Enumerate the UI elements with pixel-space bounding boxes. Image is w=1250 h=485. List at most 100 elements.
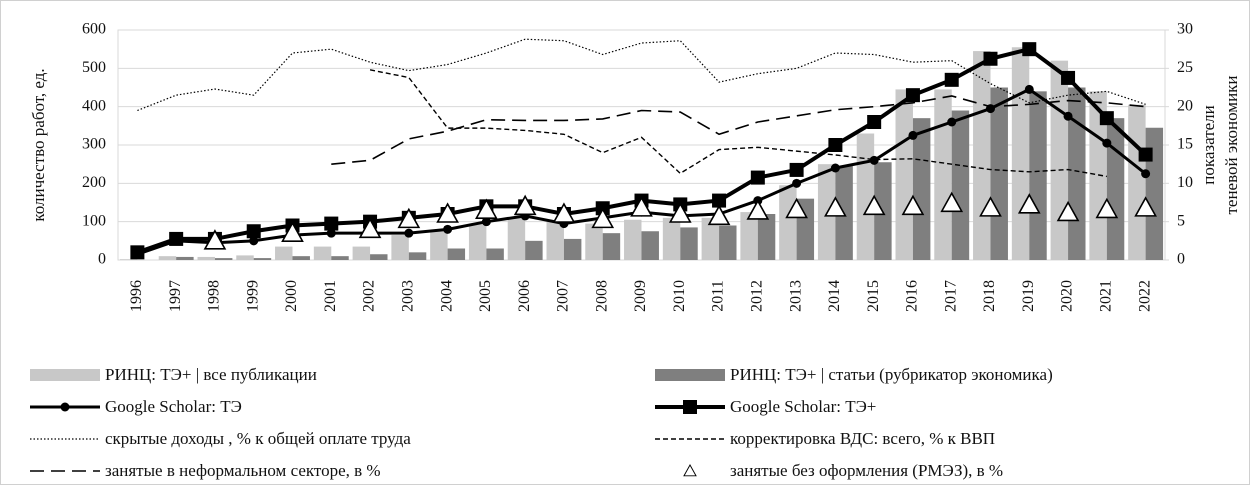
bar [895,89,913,261]
y-tick-label: 500 [82,59,106,76]
marker [707,204,731,226]
marker [513,194,537,216]
marker [397,207,421,229]
legend-item: корректировка ВДС: всего, % к ВВП [655,429,995,448]
marker [908,130,918,140]
marker [481,217,491,227]
legend-label: Google Scholar: ТЭ+ [730,397,876,416]
marker [746,199,770,220]
y-tick-label: 300 [82,136,106,153]
bar [641,231,659,260]
bar [701,217,720,260]
legend-marker [60,402,70,412]
bar [1128,104,1146,260]
bar [719,225,737,260]
x-tick-label: 2018 [981,280,998,312]
x-tick-label: 2017 [942,280,959,312]
x-tick-label: 2022 [1136,280,1153,312]
y-tick-label: 600 [82,21,106,38]
marker [905,88,920,103]
marker [358,217,382,239]
marker [1063,111,1073,121]
y-tick-label: 0 [98,251,106,268]
marker [475,198,498,219]
x-tick-label: 2011 [710,280,727,311]
x-tick-label: 2002 [361,280,378,312]
legend-label: РИНЦ: ТЭ+ | статьи (рубрикатор экономика… [730,365,1053,384]
x-tick-label: 1999 [244,280,261,312]
bar [585,223,603,260]
legend-swatch [30,369,100,381]
y2-tick-label: 15 [1177,136,1193,153]
legend-item: скрытые доходы , % к общей оплате труда [30,429,411,448]
x-tick-label: 2006 [516,280,533,312]
marker [1061,70,1076,85]
y2-tick-label: 20 [1177,97,1193,114]
y2-tick-label: 0 [1177,251,1185,268]
marker [867,115,882,129]
bar [507,217,526,260]
marker [130,245,145,260]
x-tick-label: 2010 [671,280,688,312]
y2-axis-label: показатели [1199,105,1218,185]
bar [525,240,543,260]
marker [1095,197,1119,219]
bar [352,246,371,260]
marker [1102,138,1112,148]
legend-item: РИНЦ: ТЭ+ | все публикации [30,365,317,384]
marker [203,229,227,250]
bar [313,246,332,260]
marker [830,163,840,173]
bar [951,110,970,260]
bar [990,87,1008,260]
marker [249,236,259,246]
x-tick-label: 2013 [787,280,804,312]
bar [253,258,272,260]
marker [1056,200,1080,222]
marker [862,194,886,216]
x-tick-label: 2000 [283,280,300,312]
x-tick-label: 2015 [865,280,882,312]
x-tick-label: 2020 [1059,280,1076,312]
x-tick-label: 2007 [555,280,572,312]
bar [430,231,448,260]
legend-label: занятые в неформальном секторе, в % [105,461,381,480]
marker [750,170,765,185]
bar [1050,60,1069,260]
marker [1022,42,1037,57]
marker [940,191,964,213]
bar [486,248,504,260]
legend-item: РИНЦ: ТЭ+ | статьи (рубрикатор экономика… [655,365,1053,384]
marker [404,228,414,238]
marker [1099,111,1114,126]
marker [1138,147,1153,162]
line [331,95,1146,165]
x-tick-label: 2016 [904,280,921,312]
legend-item: Google Scholar: ТЭ+ [655,397,876,416]
marker [591,207,615,229]
legend-item: Google Scholar: ТЭ [30,397,242,416]
bar [468,223,487,260]
legend-item: занятые без оформления (РМЭЗ), в % [683,461,1003,480]
marker [828,138,843,152]
x-tick-label: 1996 [128,280,145,312]
bar [447,248,466,260]
legend-marker [683,464,697,477]
legend-label: РИНЦ: ТЭ+ | все публикации [105,365,317,384]
bar [680,227,698,260]
marker [324,216,339,231]
bar [757,214,776,260]
x-tick-label: 2009 [632,280,649,312]
x-tick-label: 1997 [167,280,184,312]
x-tick-label: 2008 [593,280,610,312]
bar [779,185,797,260]
bar [370,254,388,260]
legend-label: корректировка ВДС: всего, % к ВВП [730,429,995,448]
marker [1024,84,1034,94]
legend-item: занятые в неформальном секторе, в % [30,461,381,480]
y2-tick-label: 25 [1177,59,1193,76]
x-tick-label: 2012 [749,280,766,312]
marker [443,224,453,234]
bar [331,256,349,260]
y-tick-label: 100 [82,212,106,229]
